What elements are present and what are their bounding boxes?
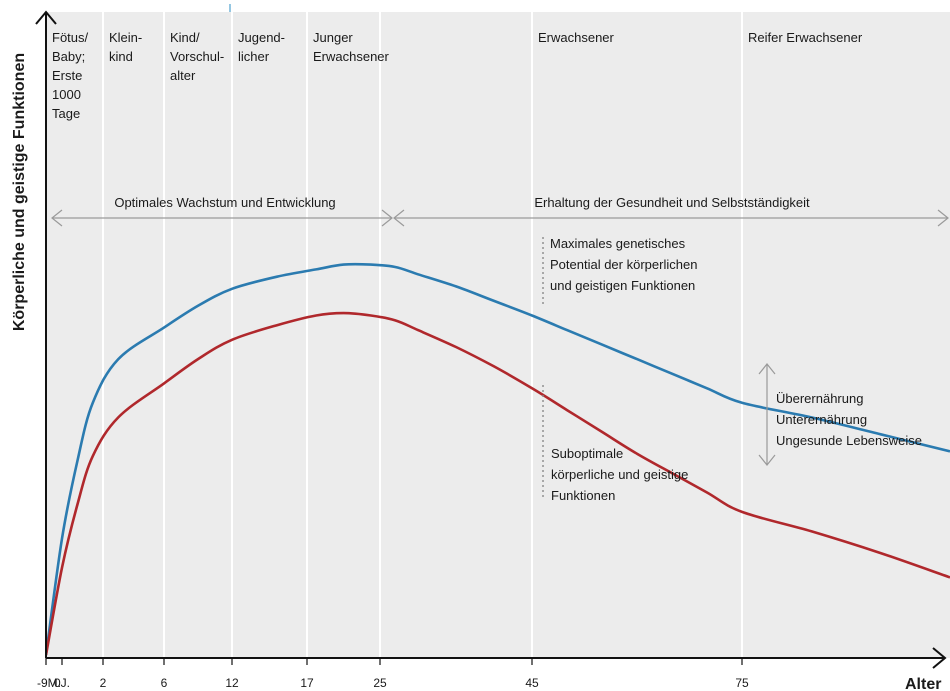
- life-stage-label: Erwachsener: [538, 30, 615, 45]
- x-axis-label: Alter: [905, 676, 941, 691]
- suboptimal-curve: [46, 311, 950, 656]
- vertical-gridlines: [102, 12, 743, 658]
- annotation-line: Unterernährung: [776, 412, 867, 427]
- life-stage-line: Jugend-: [238, 30, 285, 45]
- life-stage-label: Jugend-licher: [238, 30, 285, 64]
- curves: [46, 262, 950, 656]
- x-tick-label: 12: [225, 676, 239, 690]
- annotation-line: Maximales genetisches: [550, 236, 686, 251]
- x-tick-label: 25: [373, 676, 387, 690]
- y-axis-arrow: [35, 10, 57, 25]
- x-tick-label: 75: [735, 676, 749, 690]
- life-stage-line: Junger: [313, 30, 353, 45]
- life-stage-label: Reifer Erwachsener: [748, 30, 863, 45]
- x-tick-label: 2: [100, 676, 107, 690]
- x-tick-label: -9M.: [37, 676, 61, 690]
- phase-label: Optimales Wachstum und Entwicklung: [114, 195, 335, 210]
- life-stage-label: Klein-kind: [109, 30, 142, 64]
- life-stage-line: Erste: [52, 68, 82, 83]
- life-stage-line: Tage: [52, 106, 80, 121]
- axes: [35, 10, 947, 669]
- x-tick-label: 0J.: [54, 676, 70, 690]
- annotations: Maximales genetisches Potential der körpe…: [542, 236, 922, 503]
- suboptimal-annotation: Suboptimale körperliche und geistige Funkt…: [551, 446, 688, 503]
- life-stage-labels: Fötus/Baby; Erste 1000 Tage Klein-kind Kind/V…: [52, 30, 863, 121]
- annotation-line: Potential der körperlichen: [550, 257, 697, 272]
- life-stage-line: alter: [170, 68, 196, 83]
- x-axis-arrow: [932, 647, 947, 669]
- phase-label: Erhaltung der Gesundheit und Selbstständ…: [534, 195, 810, 210]
- annotation-line: Überernährung: [776, 391, 863, 406]
- life-stage-line: Kind/: [170, 30, 200, 45]
- arrow-head: [758, 363, 776, 375]
- life-stage-label: Junger Erwachsener: [313, 30, 390, 64]
- life-stage-line: Erwachsener: [313, 49, 390, 64]
- y-axis-label: Körperliche und geistige Funktionen: [11, 53, 28, 331]
- plot-background: [46, 12, 950, 658]
- life-stage-line: licher: [238, 49, 270, 64]
- annotation-line: Suboptimale: [551, 446, 623, 461]
- annotation-line: Ungesunde Lebensweise: [776, 433, 922, 448]
- life-stage-line: Erwachsener: [538, 30, 615, 45]
- gap-annotation: Überernährung Unterernährung Ungesunde Leb…: [776, 391, 922, 448]
- x-tick-label: 45: [525, 676, 539, 690]
- arrow-head: [51, 209, 63, 227]
- life-stage-label: Kind/Vorschul-alter: [170, 30, 224, 83]
- optimal-annotation: Maximales genetisches Potential der körpe…: [550, 236, 697, 293]
- life-stage-line: Klein-: [109, 30, 142, 45]
- annotation-line: Funktionen: [551, 488, 615, 503]
- life-stage-line: kind: [109, 49, 133, 64]
- life-stage-label: Fötus/Baby; Erste 1000 Tage: [52, 30, 89, 121]
- annotation-line: körperliche und geistige: [551, 467, 688, 482]
- annotation-line: und geistigen Funktionen: [550, 278, 695, 293]
- life-stage-line: 1000: [52, 87, 81, 102]
- x-tick-label: 6: [161, 676, 168, 690]
- optimal-curve: [46, 262, 950, 656]
- arrow-head: [393, 209, 405, 227]
- x-tick-labels: -9M.0J. 2 6 12 17 25 45 75: [37, 658, 749, 690]
- phase-arrows: Optimales Wachstum und Entwicklung Erhalt…: [51, 195, 949, 227]
- life-stage-line: Vorschul-: [170, 49, 224, 64]
- arrow-head: [381, 209, 393, 227]
- arrow-head: [758, 454, 776, 466]
- arrow-head: [937, 209, 949, 227]
- x-tick-label: 17: [300, 676, 314, 690]
- life-stage-line: Fötus/: [52, 30, 89, 45]
- life-stage-line: Reifer Erwachsener: [748, 30, 863, 45]
- life-stage-line: Baby;: [52, 49, 85, 64]
